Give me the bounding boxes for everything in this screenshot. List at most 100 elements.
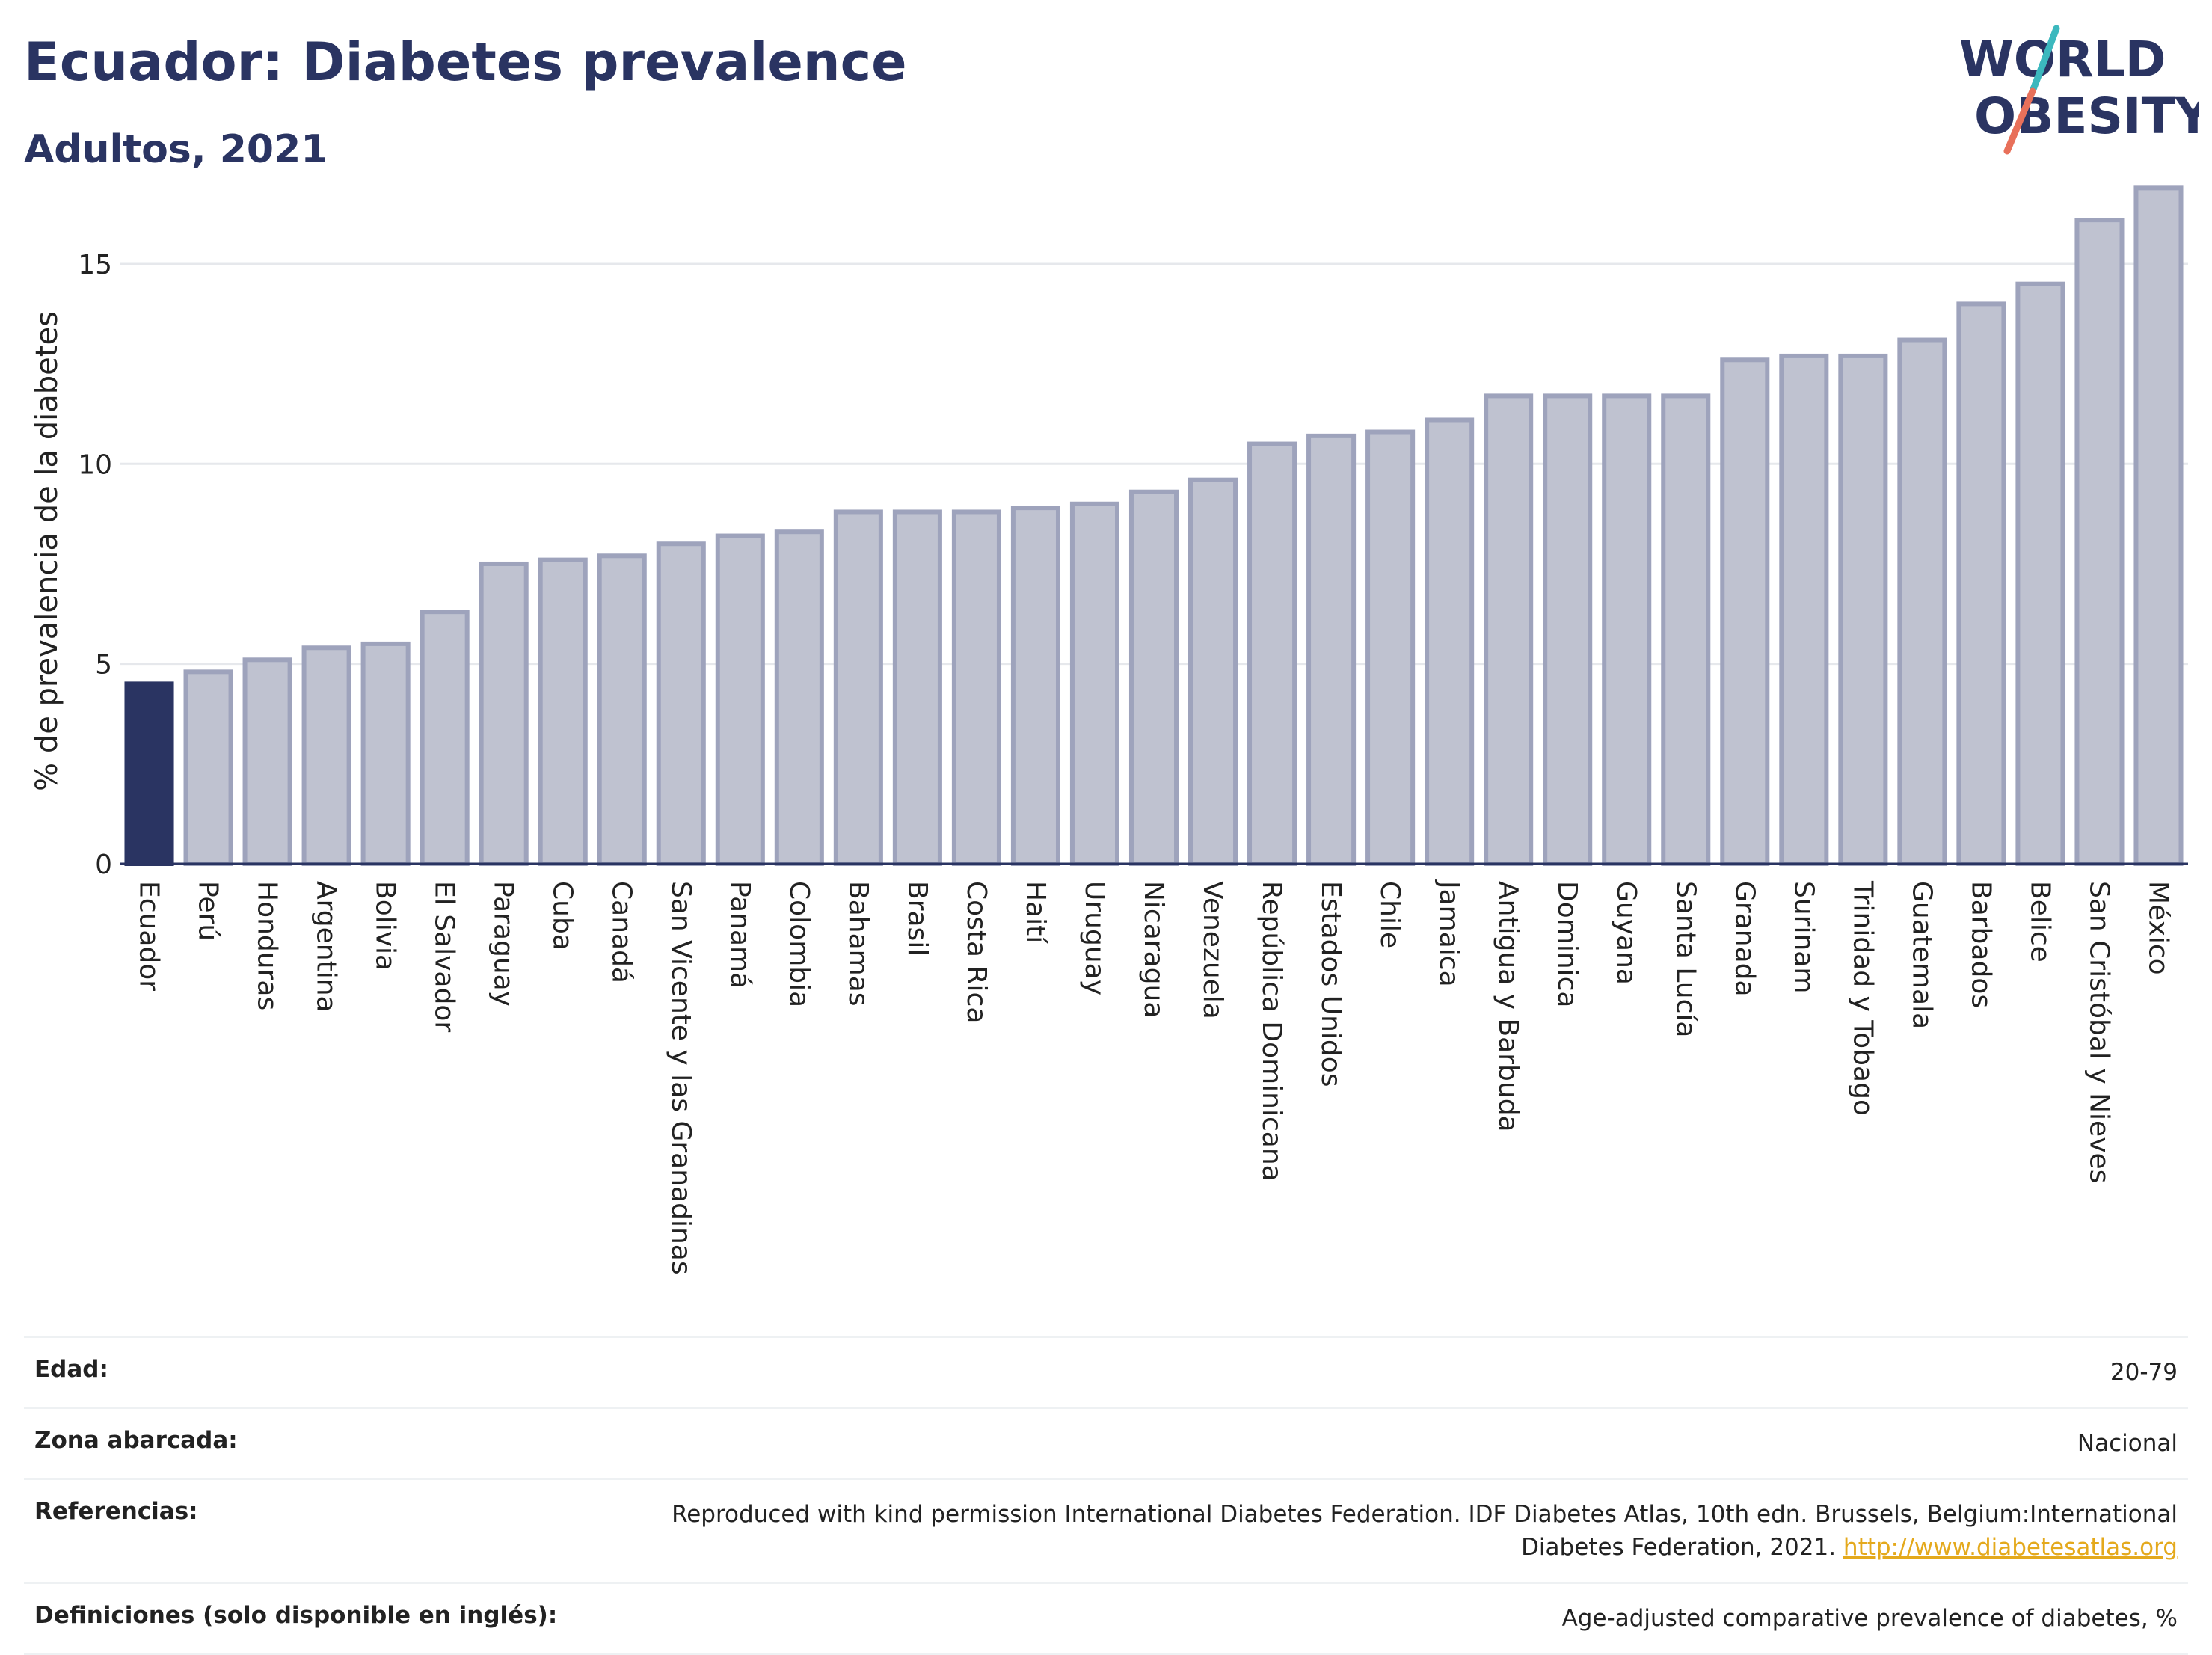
bar-6	[479, 561, 529, 866]
x-tick-label: Costa Rica	[961, 881, 992, 1023]
x-tick-label: Guatemala	[1906, 881, 1937, 1029]
bar-8	[597, 553, 647, 867]
info-table: Edad: 20-79 Zona abarcada: Nacional Referenc…	[24, 1336, 2188, 1655]
bar-12	[833, 509, 883, 866]
bar-30	[1897, 337, 1947, 867]
bar-7	[538, 557, 588, 866]
bar-22	[1425, 417, 1475, 866]
info-label: Definiciones (solo disponible en inglés)…	[34, 1602, 558, 1629]
bar-21	[1365, 429, 1416, 866]
bar-10	[715, 533, 765, 867]
page-title: Ecuador: Diabetes prevalence	[24, 31, 907, 93]
x-tick-label: Belice	[2024, 881, 2055, 962]
y-tick-label: 0	[95, 850, 112, 880]
info-label: Referencias:	[34, 1498, 198, 1525]
info-value: 20-79	[2110, 1356, 2178, 1389]
bar-16	[1069, 501, 1120, 866]
x-tick-label: Estados Unidos	[1315, 881, 1346, 1087]
x-tick-label: Santa Lucía	[1670, 881, 1701, 1037]
info-row: Referencias: Reproduced with kind permiss…	[24, 1478, 2188, 1582]
x-tick-label: Argentina	[311, 881, 342, 1013]
bar-29	[1838, 353, 1888, 866]
x-tick-label: Jamaica	[1434, 879, 1464, 987]
x-tick-label: San Cristóbal y Nieves	[2083, 881, 2114, 1183]
logo-line-1: WORLD	[1959, 31, 2166, 88]
bar-5	[420, 610, 470, 867]
x-tick-labels: Ecuador Perú Honduras Argentina Bolivia El Sa…	[134, 879, 2174, 1275]
bar-25	[1602, 393, 1652, 866]
x-tick-label: Haití	[1020, 881, 1051, 944]
bar-9	[656, 541, 706, 866]
x-tick-label: San Vicente y las Granadinas	[666, 881, 696, 1275]
bar-14	[951, 509, 1001, 866]
x-tick-label: Cuba	[547, 881, 578, 951]
info-value: Reproduced with kind permission Internat…	[645, 1498, 2178, 1564]
x-tick-label: Nicaragua	[1138, 881, 1169, 1018]
bar-3	[301, 645, 351, 867]
x-tick-label: Venezuela	[1197, 881, 1228, 1019]
bar-23	[1484, 393, 1534, 866]
info-row: Zona abarcada: Nacional	[24, 1407, 2188, 1478]
info-value-text: Age-adjusted comparative prevalence of d…	[1561, 1605, 2178, 1632]
x-tick-label: Uruguay	[1079, 881, 1110, 995]
info-value-text: Nacional	[2077, 1430, 2178, 1457]
bar-1	[183, 669, 233, 866]
x-tick-label: Colombia	[784, 881, 814, 1007]
bar-32	[2015, 281, 2065, 867]
x-tick-label: Antigua y Barbuda	[1493, 881, 1523, 1132]
x-tick-label: Guyana	[1611, 881, 1641, 985]
x-tick-label: Surinam	[1788, 881, 1819, 993]
x-tick-label: Bolivia	[370, 881, 401, 971]
reference-link[interactable]: http://www.diabetesatlas.org	[1843, 1534, 2178, 1561]
x-tick-label: Ecuador	[134, 881, 165, 991]
logo-slash-coral-icon	[2003, 87, 2036, 155]
info-row: Definiciones (solo disponible en inglés)…	[24, 1582, 2188, 1655]
bar-15	[1010, 506, 1060, 866]
world-obesity-logo: WORLD OBESITY	[1959, 25, 2199, 155]
bar-13	[892, 509, 942, 866]
x-tick-label: México	[2142, 881, 2173, 975]
info-value: Age-adjusted comparative prevalence of d…	[1562, 1602, 2178, 1635]
y-tick-label: 10	[78, 449, 112, 480]
x-tick-label: Chile	[1374, 881, 1405, 948]
info-label: Zona abarcada:	[34, 1427, 238, 1454]
bar-34	[2133, 185, 2184, 867]
x-tick-label: Panamá	[725, 881, 755, 989]
x-tick-label: Dominica	[1552, 881, 1582, 1008]
x-tick-label: Perú	[193, 881, 224, 941]
info-value-text: Reproduced with kind permission Internat…	[672, 1501, 2178, 1561]
x-tick-label: Canadá	[606, 881, 637, 983]
bar-27	[1720, 357, 1770, 867]
x-tick-label: El Salvador	[429, 881, 460, 1032]
info-value: Nacional	[2077, 1427, 2178, 1460]
bar-31	[1956, 301, 2006, 867]
x-tick-label: Honduras	[252, 881, 283, 1010]
info-label: Edad:	[34, 1356, 108, 1383]
bar-28	[1779, 353, 1829, 866]
x-tick-label: Granada	[1729, 881, 1760, 997]
info-row: Edad: 20-79	[24, 1336, 2188, 1407]
y-tick-label: 15	[78, 250, 112, 280]
bar-4	[360, 641, 411, 866]
x-tick-label: Bahamas	[843, 881, 873, 1007]
bar-0	[124, 681, 174, 866]
page-subtitle: Adultos, 2021	[24, 127, 328, 172]
bar-chart: 0 5 10 15 Ecuador Perú Honduras Argentina Boliv…	[30, 185, 2188, 1275]
bar-26	[1661, 393, 1711, 866]
bar-17	[1128, 489, 1179, 866]
bar-20	[1306, 433, 1357, 866]
logo-slash-teal-icon	[2029, 25, 2060, 95]
x-tick-label: República Dominicana	[1256, 881, 1287, 1182]
bar-18	[1188, 477, 1238, 866]
bar-2	[242, 657, 292, 866]
x-tick-label: Barbados	[1965, 881, 1996, 1008]
y-tick-label: 5	[95, 650, 112, 681]
info-value-text: 20-79	[2110, 1359, 2178, 1386]
x-tick-label: Paraguay	[488, 881, 519, 1007]
bar-11	[774, 529, 824, 866]
bars	[124, 185, 2184, 867]
bar-19	[1247, 441, 1297, 866]
bar-33	[2074, 218, 2125, 866]
x-tick-label: Brasil	[902, 881, 933, 956]
y-tick-labels: 0 5 10 15	[78, 250, 112, 880]
